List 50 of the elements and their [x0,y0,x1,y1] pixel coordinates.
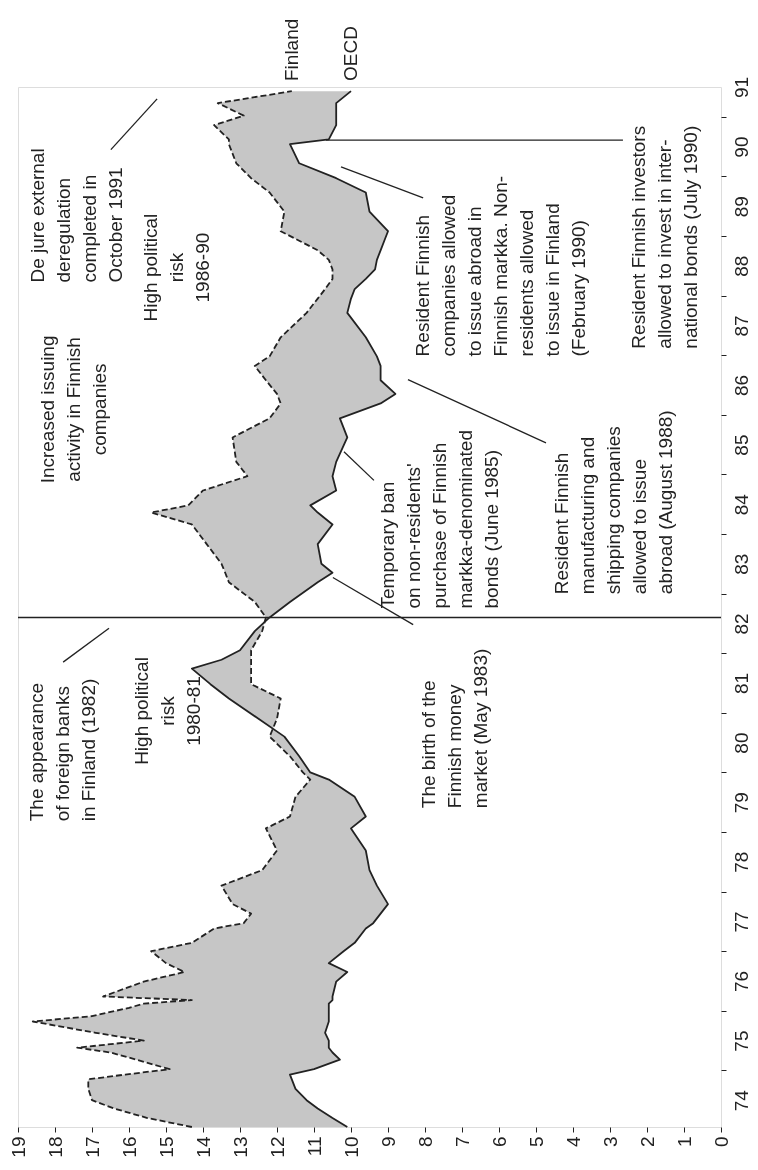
x-tick-label: 2 [636,1136,658,1148]
x-tick-label: 13 [229,1136,251,1158]
annotation: High political risk 1980-81 [131,657,205,765]
annotation: Increased issuing activity in Finnish companies [37,335,111,484]
x-tick-label: 19 [7,1136,29,1158]
x-tick-label: 7 [451,1136,473,1148]
y-tick-label: 78 [730,851,752,873]
annotation: Resident Finnish manufacturing and shipping companies allowed to issue abroad (August 1988) [551,410,677,595]
y-tick-label: 75 [730,1030,752,1052]
x-tick-label: 18 [44,1136,66,1158]
y-tick-label: 79 [730,792,752,814]
text: Finland [280,18,302,81]
y-tick-label: 81 [730,672,752,695]
y-tick-label: 77 [730,911,752,933]
annotation: Resident Finnish companies allowed to issue abroad in Finnish markka. Non- residents allowed to issue in Finland (February 1990) [411,175,589,357]
y-tick-label: 74 [730,1089,752,1112]
x-tick-label: 8 [414,1136,436,1148]
annotation: De jure external deregulation completed in October 1991 [27,148,127,283]
x-tick-label: 5 [525,1136,547,1148]
annotation: The appearance of foreign banks in Finland (1982) [25,678,99,822]
x-tick-label: 16 [118,1136,140,1158]
x-tick-label: 12 [266,1136,288,1158]
y-tick-label: 87 [730,315,752,337]
y-tick-label: 76 [730,970,752,993]
y-tick-label: 88 [730,255,752,277]
y-tick-label: 89 [730,196,752,218]
y-tick-label: 83 [730,553,752,575]
y-tick-label: 86 [730,374,752,397]
y-tick-label: 90 [730,136,752,158]
y-tick-label: 91 [730,76,752,99]
x-tick-label: 10 [340,1136,362,1158]
y-tick-label: 85 [730,434,752,456]
x-tick-label: 15 [155,1136,177,1158]
x-tick-label: 11 [303,1136,325,1157]
x-tick-label: 3 [599,1136,621,1148]
x-tick-label: 17 [81,1136,103,1158]
x-tick-label: 0 [710,1136,732,1148]
annotation: Resident Finnish investors allowed to invest in inter- national bonds (July 1990) [627,125,701,349]
text: OECD [340,26,361,81]
annotation: The birth of the Finnish money market (May 1983) [417,648,491,809]
x-tick-label: 4 [562,1136,584,1148]
x-tick-label: 6 [488,1136,510,1148]
y-tick-label: 82 [730,613,752,635]
annotation: High political risk 1986-90 [139,213,213,322]
x-tick-label: 14 [192,1136,214,1158]
y-tick-label: 80 [730,732,752,754]
y-tick-label: 84 [730,493,752,516]
annotation: Temporary ban on non-residents' purchase of Finnish markka-denominated bonds (June 1985) [377,430,503,609]
x-tick-label: 1 [673,1136,695,1148]
x-tick-label: 9 [377,1136,399,1148]
